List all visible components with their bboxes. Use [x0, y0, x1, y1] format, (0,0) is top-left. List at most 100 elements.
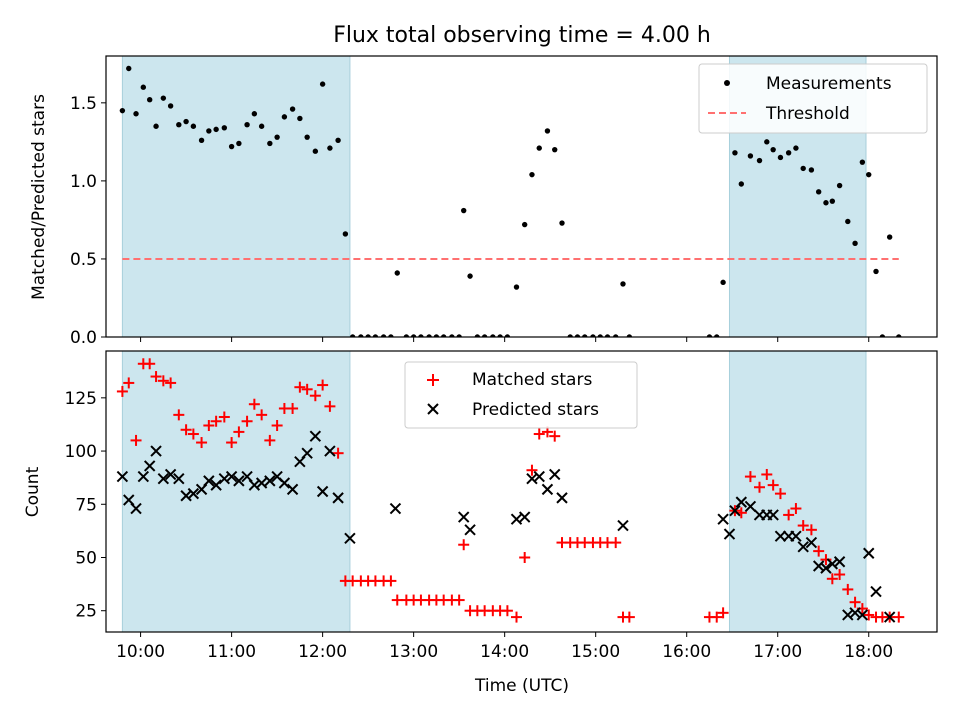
measurement-point — [183, 118, 189, 125]
predicted-star-point — [735, 496, 748, 508]
measurement-point — [852, 240, 858, 247]
bottom-shaded-interval-1 — [728, 351, 867, 632]
top-panel: 0.0 0.5 1.0 1.5 Matched/Predicted stars Mea… — [29, 55, 938, 348]
measurement-point — [365, 334, 371, 337]
top-y-tick-label: 0.0 — [70, 328, 97, 348]
measurement-point — [879, 334, 886, 337]
bottom-x-tick-label: 14:00 — [480, 642, 529, 662]
measurement-point — [349, 334, 356, 337]
measurement-point — [582, 334, 588, 337]
measurement-point — [552, 146, 558, 153]
matched-star-point — [783, 509, 795, 521]
matched-star-point — [218, 411, 230, 423]
measurement-point — [213, 126, 219, 133]
matched-star-point — [711, 611, 723, 623]
measurements-points — [119, 65, 902, 337]
predicted-star-point — [833, 556, 846, 568]
matched-star-point — [248, 398, 260, 410]
measurement-point — [504, 334, 511, 337]
matched-star-point — [196, 437, 208, 449]
predicted-star-point — [301, 447, 313, 459]
bottom-legend: Matched stars Predicted stars — [404, 361, 638, 429]
measurement-point — [190, 123, 197, 129]
predicted-star-point — [389, 502, 402, 515]
matched-star-point — [790, 503, 802, 515]
legend-predicted-marker — [427, 403, 439, 415]
measurement-point — [490, 334, 496, 337]
predicted-star-point — [883, 611, 896, 623]
predicted-star-point — [826, 558, 839, 570]
predicted-star-point — [767, 509, 779, 521]
matched-star-point — [849, 596, 861, 608]
matched-star-point — [264, 434, 276, 446]
matched-star-point — [116, 385, 128, 397]
figure-title: Flux total observing time = 4.00 h — [333, 23, 711, 48]
predicted-star-point — [187, 487, 200, 500]
measurement-point — [327, 145, 333, 151]
matched-star-point — [294, 381, 306, 393]
measurement-point — [626, 334, 633, 337]
measurement-point — [297, 115, 303, 122]
matched-star-point — [187, 428, 199, 440]
bottom-y-tick-label: 100 — [65, 442, 97, 462]
predicted-star-point — [264, 475, 276, 487]
predicted-star-point — [173, 473, 185, 485]
measurement-point — [133, 111, 139, 117]
matched-star-point — [820, 554, 832, 566]
measurement-point — [756, 157, 763, 164]
measurement-point — [258, 123, 265, 129]
measurement-point — [738, 181, 745, 187]
predicted-star-point — [549, 468, 561, 481]
measurement-point — [467, 273, 473, 279]
matched-star-point — [510, 611, 522, 623]
bottom-y-tick-label: 25 — [75, 602, 97, 622]
measurement-point — [777, 154, 784, 161]
matched-star-point — [501, 605, 513, 617]
matched-star-point — [173, 409, 185, 421]
matched-star-point — [761, 468, 773, 480]
measurement-point — [513, 284, 520, 290]
measurement-point — [335, 137, 341, 143]
matched-star-point — [549, 430, 561, 442]
matched-star-point — [842, 583, 854, 595]
matched-star-point — [813, 545, 825, 557]
measurement-point — [388, 334, 394, 337]
predicted-star-point — [717, 513, 729, 525]
measurement-point — [793, 145, 799, 151]
measurement-point — [433, 334, 440, 337]
predicted-star-point — [233, 475, 245, 487]
measurement-point — [342, 231, 349, 237]
measurement-point — [426, 334, 432, 337]
predicted-star-point — [286, 483, 299, 496]
matched-star-point — [458, 539, 470, 551]
predicted-star-point — [324, 445, 336, 457]
bottom-legend-box — [404, 361, 638, 429]
bottom-y-tick-label: 125 — [65, 389, 97, 409]
measurement-point — [474, 334, 481, 337]
predicted-star-point — [203, 475, 215, 487]
legend-threshold-label: Threshold — [765, 104, 850, 124]
predicted-star-point — [541, 483, 554, 496]
predicted-star-point — [332, 492, 344, 504]
bottom-shaded-interval-0 — [121, 351, 351, 632]
top-x-ticks — [140, 337, 870, 342]
matched-star-point — [385, 575, 397, 587]
bottom-x-tick-label: 18:00 — [844, 642, 893, 662]
measurement-point — [312, 148, 319, 154]
measurement-point — [620, 281, 626, 287]
top-legend: Measurements Threshold — [698, 63, 928, 134]
predicted-star-point — [180, 490, 192, 502]
top-y-tick-label: 1.5 — [70, 94, 97, 114]
matched-star-point — [309, 390, 321, 402]
measurement-point — [845, 218, 851, 225]
matched-star-point — [774, 488, 786, 500]
matched-star-point — [271, 420, 283, 432]
matched-star-point — [893, 611, 905, 623]
bottom-y-axis-label: Count — [23, 466, 43, 517]
measurement-point — [126, 65, 132, 72]
measurement-point — [836, 182, 843, 189]
bottom-x-tick-label: 16:00 — [662, 642, 711, 662]
measurement-point — [449, 334, 455, 337]
bottom-x-tick-label: 12:00 — [298, 642, 347, 662]
